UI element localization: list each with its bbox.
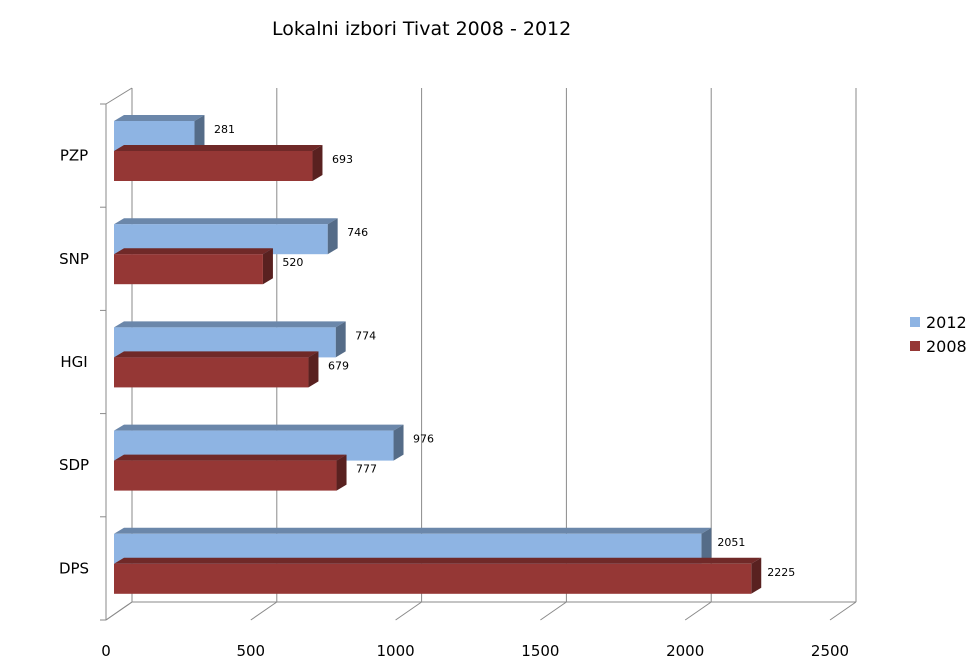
- bar-top-2008-DPS: [114, 557, 762, 564]
- bar-2008-SDP: [114, 460, 337, 491]
- x-tick-label-500: 500: [236, 642, 265, 660]
- x-tick-label-2500: 2500: [811, 642, 849, 660]
- data-label-2012-DPS: 2051: [717, 536, 745, 549]
- bar-top-2012-HGI: [114, 321, 346, 328]
- bar-side-2008-DPS: [751, 557, 762, 594]
- data-label-2008-PZP: 693: [332, 153, 353, 166]
- bar-side-2008-HGI: [308, 351, 319, 388]
- x-tick-label-1500: 1500: [521, 642, 559, 660]
- bar-side-2012-PZP: [194, 115, 205, 151]
- legend-label-2012: 2012: [926, 312, 967, 332]
- x-tick-label-0: 0: [101, 642, 111, 660]
- bar-top-2008-HGI: [114, 351, 319, 358]
- bar-side-2012-SDP: [393, 424, 404, 461]
- bar-side-2008-SNP: [262, 248, 273, 285]
- floor-gridline-1500: [540, 601, 567, 621]
- chart-legend: 2012 2008: [910, 310, 967, 358]
- bar-side-2012-DPS: [701, 527, 712, 564]
- bar-2008-DPS: [114, 563, 752, 594]
- floor-gridline-2000: [684, 601, 712, 621]
- floor-gridline-1000: [395, 601, 422, 621]
- bar-side-2008-PZP: [312, 145, 323, 181]
- bar-top-2008-SDP: [114, 454, 347, 461]
- bar-side-2012-SNP: [327, 218, 338, 255]
- x-tick-label-1000: 1000: [377, 642, 415, 660]
- bar-side-2012-HGI: [335, 321, 346, 358]
- bar-side-2008-SDP: [336, 454, 347, 491]
- floor-gridline-500: [250, 601, 278, 621]
- bar-top-2012-SNP: [114, 218, 338, 225]
- bar-top-2008-SNP: [114, 248, 273, 255]
- data-label-2012-SDP: 976: [413, 433, 434, 446]
- floor-gridline-2500: [829, 601, 857, 621]
- bar-top-2012-DPS: [114, 527, 712, 534]
- data-label-2012-SNP: 746: [347, 226, 368, 239]
- data-label-2008-SNP: 520: [282, 256, 303, 269]
- chart-title: Lokalni izbori Tivat 2008 - 2012: [272, 18, 572, 40]
- legend-label-2008: 2008: [926, 336, 967, 356]
- legend-item-2012: 2012: [910, 310, 967, 334]
- floor-gridline-0: [105, 601, 133, 621]
- bar-2008-PZP: [114, 151, 313, 181]
- bar-top-2012-PZP: [114, 115, 205, 121]
- legend-swatch-2008: [910, 341, 920, 351]
- data-label-2008-SDP: 777: [356, 463, 377, 476]
- legend-item-2008: 2008: [910, 334, 967, 358]
- data-label-2008-DPS: 2225: [767, 566, 795, 579]
- category-label-PZP: PZP: [60, 147, 88, 165]
- bar-2008-SNP: [114, 254, 263, 285]
- category-label-DPS: DPS: [59, 559, 89, 577]
- bar-top-2008-PZP: [114, 145, 323, 151]
- category-label-SDP: SDP: [59, 456, 89, 474]
- category-label-SNP: SNP: [59, 250, 89, 268]
- bar-top-2012-SDP: [114, 424, 404, 431]
- data-label-2012-HGI: 774: [355, 329, 376, 342]
- x-tick-label-2000: 2000: [666, 642, 704, 660]
- data-label-2008-HGI: 679: [328, 359, 349, 372]
- category-label-HGI: HGI: [60, 353, 87, 371]
- legend-swatch-2012: [910, 317, 920, 327]
- left-wall-top: [105, 87, 133, 105]
- bar-2008-HGI: [114, 357, 309, 388]
- data-label-2012-PZP: 281: [214, 123, 235, 136]
